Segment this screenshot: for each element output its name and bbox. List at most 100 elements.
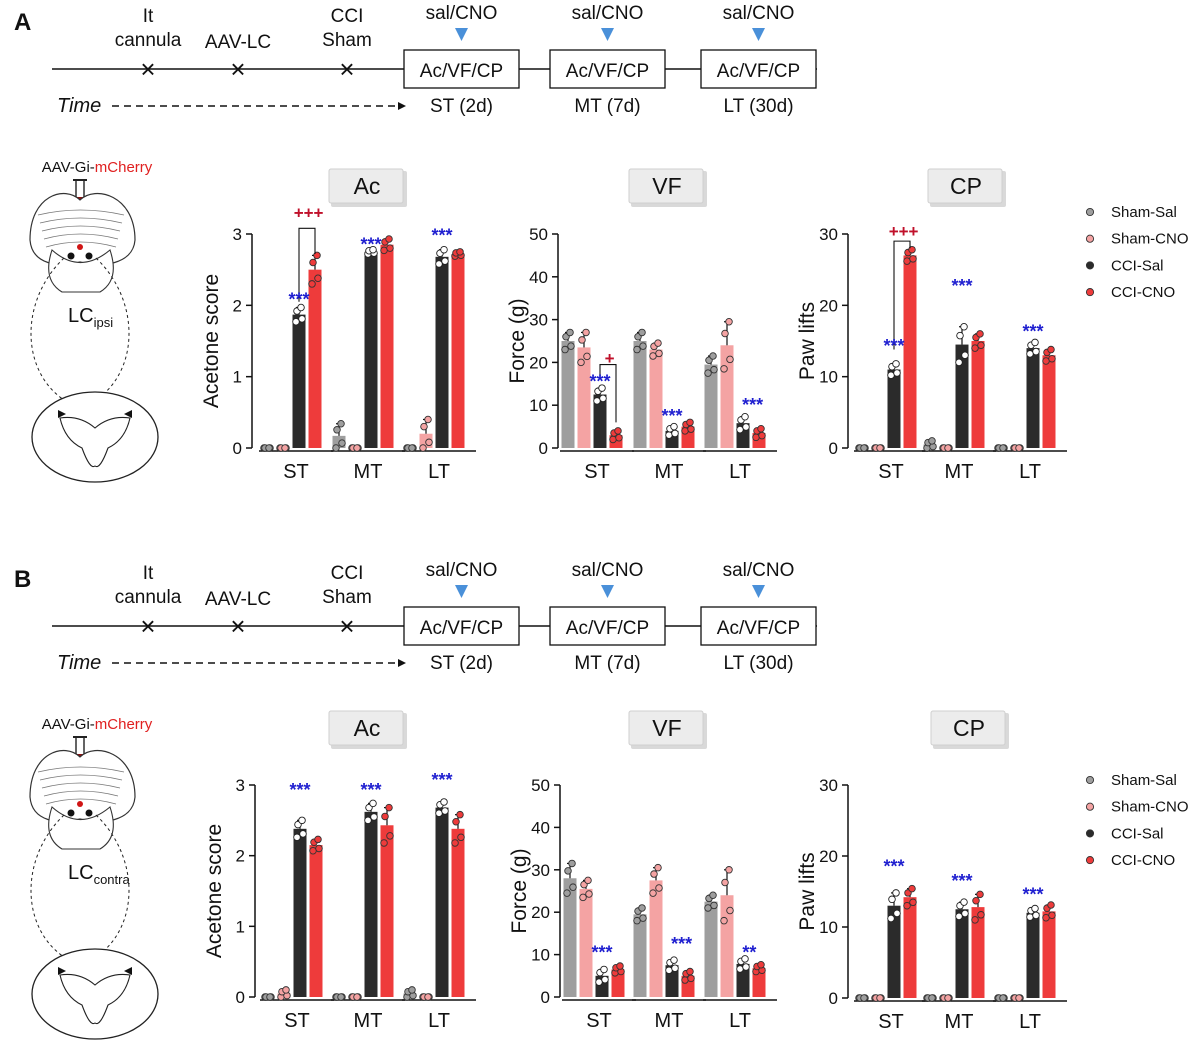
projection-line [95, 257, 130, 401]
test-box-label: Ac/VF/CP [566, 618, 649, 639]
event-label: CCI [331, 6, 364, 27]
bar [752, 968, 766, 997]
data-point [369, 799, 377, 808]
data-point [424, 993, 432, 1001]
legend-label: Sham-Sal [1111, 204, 1177, 221]
data-point [710, 901, 718, 910]
terminal-arrow-icon [124, 410, 132, 418]
x-tick-label: MT [945, 461, 974, 483]
data-point [892, 360, 900, 368]
data-point [720, 365, 728, 373]
bar [364, 251, 378, 448]
x-tick-label: LT [1019, 1011, 1041, 1033]
legend-label: Sham-CNO [1111, 231, 1189, 248]
test-box [700, 49, 817, 89]
down-arrow-icon [752, 585, 765, 598]
bar [1026, 348, 1040, 448]
data-point [282, 986, 290, 994]
injection-site [77, 244, 83, 250]
injection-site [77, 801, 83, 807]
legend: Sham-Sal Sham-CNO CCI-Sal CCI-CNO [1085, 204, 1189, 301]
bar [292, 314, 306, 448]
significance-marker: *** [431, 770, 452, 790]
data-point [956, 331, 964, 340]
y-tick-label: 2 [233, 296, 242, 315]
chart-title-tab [927, 168, 1003, 204]
data-point [420, 422, 428, 431]
data-point [671, 964, 679, 973]
data-point [353, 444, 361, 452]
event-label: cannula [115, 30, 182, 51]
bar [1026, 912, 1040, 998]
cerebellum-fold [43, 790, 119, 797]
data-point [725, 317, 733, 326]
data-point [999, 994, 1007, 1002]
bar [649, 880, 663, 997]
bar [364, 811, 378, 997]
arrow-head-icon [398, 659, 406, 667]
bar [887, 905, 901, 998]
y-tick-label: 20 [819, 296, 838, 315]
data-point [381, 812, 389, 821]
data-point [408, 986, 416, 994]
y-tick-label: 30 [531, 861, 550, 880]
y-tick-label: 0 [539, 439, 548, 458]
data-point [960, 898, 968, 906]
data-point [638, 328, 646, 337]
x-tick-label: ST [283, 461, 309, 483]
data-point [1015, 994, 1023, 1002]
significance-marker: *** [661, 406, 682, 426]
significance-marker: *** [1022, 884, 1043, 904]
data-point [308, 280, 316, 288]
timepoint-label: LT (30d) [723, 653, 793, 674]
chart-title-tab [628, 168, 704, 204]
bar [563, 878, 577, 997]
data-point [908, 884, 916, 893]
data-point [893, 909, 901, 918]
timepoint-label: MT (7d) [574, 653, 640, 674]
significance-marker: *** [883, 336, 904, 356]
data-point [686, 418, 694, 427]
event-marker-icon: × [230, 54, 245, 84]
bar [309, 845, 323, 997]
bar-chart-vf: VF 0 10 20 30 40 50 Force (g) ST MT LT *** *** *** + [506, 168, 777, 483]
data-point [369, 245, 377, 254]
bar [451, 828, 465, 997]
x-tick-label: ST [878, 461, 904, 483]
x-tick-label: LT [729, 1010, 751, 1032]
data-point [971, 344, 979, 352]
lc-label: LCipsi [68, 305, 113, 330]
bar [633, 914, 647, 997]
down-arrow-icon [601, 585, 614, 598]
data-point [726, 355, 734, 364]
data-point [709, 352, 717, 360]
bar [971, 907, 985, 998]
data-point [633, 345, 641, 354]
x-tick-label: MT [354, 461, 383, 483]
cerebellum-fold [37, 209, 125, 216]
data-point [955, 358, 963, 367]
data-point [909, 898, 917, 907]
data-point [298, 315, 306, 323]
arrow-head-icon [398, 102, 406, 110]
x-tick-label: MT [354, 1010, 383, 1032]
x-tick-label: MT [945, 1011, 974, 1033]
event-label: CCI [331, 563, 364, 584]
data-point [419, 444, 427, 452]
data-point [601, 975, 609, 984]
data-point [568, 859, 576, 868]
timepoint-label: MT (7d) [574, 96, 640, 117]
legend-marker [1085, 829, 1095, 838]
data-point [385, 803, 393, 812]
x-tick-label: LT [428, 461, 450, 483]
data-point [583, 352, 591, 361]
bar [903, 255, 917, 448]
data-point [561, 345, 569, 354]
lc-dot [85, 809, 93, 817]
bar [704, 364, 718, 448]
data-point [892, 889, 900, 897]
significance-marker: *** [360, 235, 381, 255]
bar [955, 909, 969, 998]
down-arrow-icon [752, 28, 765, 41]
data-point [928, 994, 936, 1002]
